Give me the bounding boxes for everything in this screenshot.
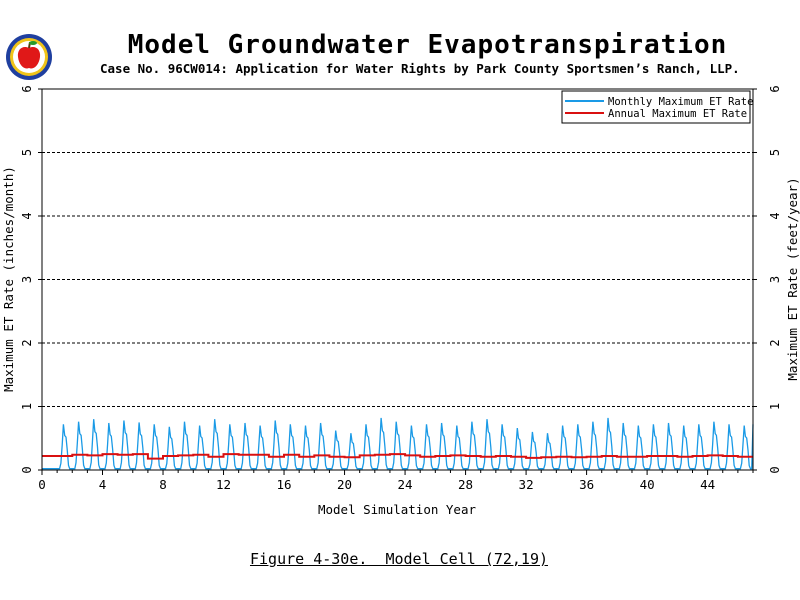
y-tick-label-left: 0 bbox=[20, 466, 34, 473]
x-tick-label: 8 bbox=[159, 477, 167, 492]
y-tick-label-right: 5 bbox=[768, 149, 782, 156]
x-tick-label: 32 bbox=[519, 477, 534, 492]
x-tick-label: 36 bbox=[579, 477, 594, 492]
y-tick-label-left: 3 bbox=[20, 276, 34, 283]
y-tick-label-left: 2 bbox=[20, 339, 34, 346]
y-axis-label-right: Maximum ET Rate (feet/year) bbox=[785, 177, 800, 380]
chart-subtitle: Case No. 96CW014: Application for Water … bbox=[100, 61, 740, 76]
y-tick-label-right: 0 bbox=[768, 466, 782, 473]
x-tick-label: 24 bbox=[398, 477, 413, 492]
x-tick-label: 0 bbox=[38, 477, 46, 492]
y-tick-label-left: 6 bbox=[20, 85, 34, 92]
monthly-series bbox=[42, 417, 754, 470]
y-tick-label-left: 4 bbox=[20, 212, 34, 219]
y-tick-label-right: 4 bbox=[768, 212, 782, 219]
annual-series bbox=[42, 453, 753, 460]
x-tick-label: 12 bbox=[216, 477, 231, 492]
monthly-et-line bbox=[42, 417, 754, 470]
legend-label-monthly: Monthly Maximum ET Rate bbox=[608, 96, 753, 108]
y-tick-label-right: 6 bbox=[768, 85, 782, 92]
y-tick-label-right: 1 bbox=[768, 403, 782, 410]
apple-logo-icon bbox=[6, 34, 52, 80]
legend: Monthly Maximum ET Rate Annual Maximum E… bbox=[561, 90, 753, 124]
x-tick-label: 4 bbox=[99, 477, 107, 492]
x-tick-label: 44 bbox=[700, 477, 715, 492]
x-tick-label: 40 bbox=[640, 477, 655, 492]
legend-box bbox=[561, 90, 751, 124]
x-tick-label: 16 bbox=[277, 477, 292, 492]
legend-label-annual: Annual Maximum ET Rate bbox=[608, 108, 747, 120]
y-tick-label-left: 5 bbox=[20, 149, 34, 156]
axes: 0 01 12 23 34 45 56 60 4 8 12 16 20 24 28 32 36 40 44 bbox=[20, 85, 782, 492]
annual-et-line bbox=[42, 453, 753, 460]
chart-title: Model Groundwater Evapotranspiration bbox=[127, 30, 728, 60]
y-tick-label-right: 3 bbox=[768, 276, 782, 283]
figure-caption: Figure 4-30e. Model Cell (72,19) bbox=[249, 550, 548, 568]
y-tick-label-right: 2 bbox=[768, 339, 782, 346]
x-axis-label: Model Simulation Year bbox=[318, 502, 477, 517]
x-tick-label: 20 bbox=[337, 477, 352, 492]
y-tick-label-left: 1 bbox=[20, 403, 34, 410]
y-axis-label-left: Maximum ET Rate (inches/month) bbox=[1, 166, 16, 392]
x-tick-label: 28 bbox=[458, 477, 473, 492]
gridlines bbox=[42, 152, 753, 407]
